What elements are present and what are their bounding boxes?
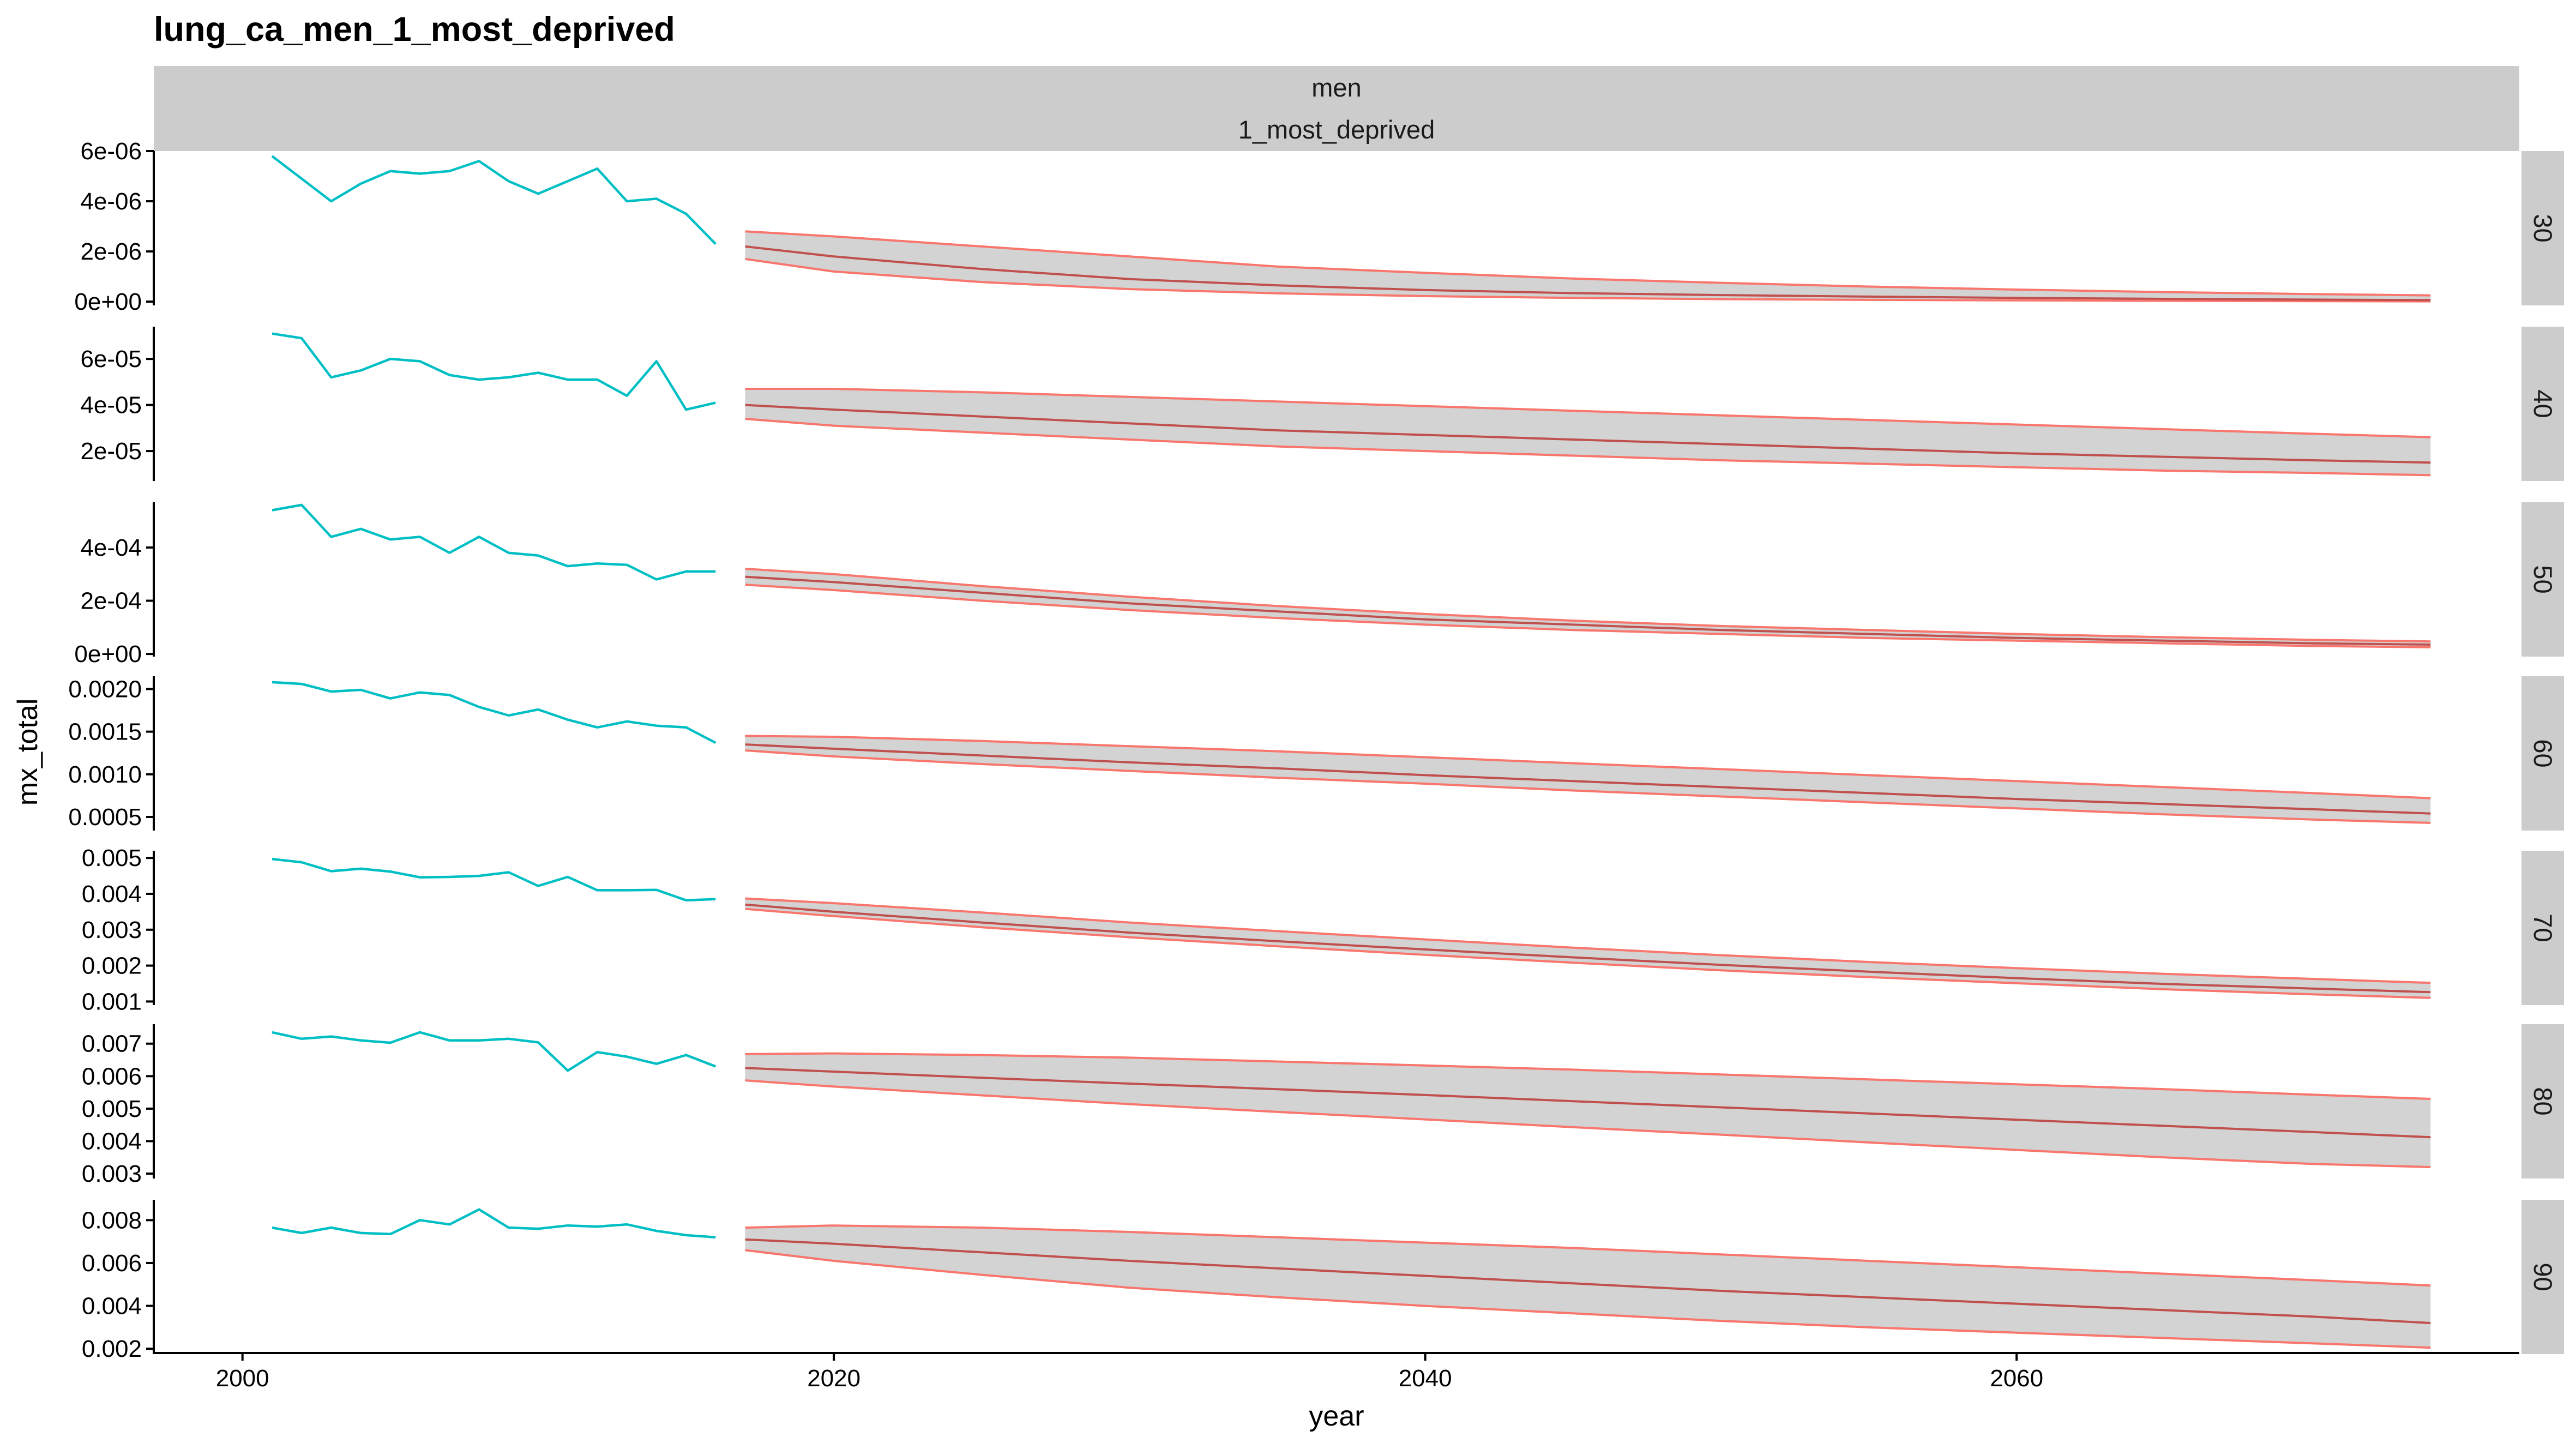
x-tick-label: 2040 bbox=[1399, 1365, 1452, 1392]
forecast-upper-line-age-70 bbox=[745, 899, 2431, 983]
observed-line-age-30 bbox=[272, 156, 715, 244]
forecast-band-age-50 bbox=[745, 569, 2431, 647]
observed-line-age-70 bbox=[272, 859, 715, 900]
y-tick-label: 0.005 bbox=[82, 1096, 142, 1122]
x-tick-label: 2020 bbox=[807, 1365, 860, 1392]
y-tick-label: 0e+00 bbox=[74, 288, 142, 315]
top-strip: men 1_most_deprived bbox=[154, 66, 2519, 151]
observed-line-age-90 bbox=[272, 1210, 715, 1237]
forecast-band-age-30 bbox=[745, 231, 2431, 301]
y-tick-label: 0.001 bbox=[82, 988, 142, 1015]
y-tick-label: 0.004 bbox=[82, 881, 142, 907]
strip-group-label: 1_most_deprived bbox=[1238, 115, 1435, 144]
y-tick-label: 4e-05 bbox=[80, 392, 142, 419]
y-tick-label: 2e-04 bbox=[80, 588, 142, 615]
y-axis-title: mx_total bbox=[12, 699, 44, 806]
y-tick-label: 0.006 bbox=[82, 1063, 142, 1090]
x-tick-label: 2060 bbox=[1990, 1365, 2043, 1392]
panel-age-40: 2e-05 4e-05 6e-05 40 bbox=[80, 327, 2564, 481]
forecast-band-age-60 bbox=[745, 736, 2431, 823]
panel-age-50: 0e+00 2e-04 4e-04 50 bbox=[74, 502, 2564, 668]
y-tick-label: 4e-06 bbox=[80, 188, 142, 215]
y-tick-label: 0.004 bbox=[82, 1293, 142, 1320]
y-tick-label: 4e-04 bbox=[80, 534, 142, 561]
y-tick-label: 0.003 bbox=[82, 917, 142, 943]
y-tick-label: 6e-06 bbox=[80, 138, 142, 165]
y-tick-label: 0.006 bbox=[82, 1250, 142, 1277]
y-tick-label: 0.008 bbox=[82, 1207, 142, 1234]
strip-age-label: 40 bbox=[2529, 389, 2557, 418]
panel-age-90: 0.002 0.004 0.006 0.008 90 bbox=[82, 1200, 2564, 1362]
y-tick-label: 0.0015 bbox=[68, 719, 142, 745]
observed-line-age-40 bbox=[272, 334, 715, 410]
y-tick-label: 0.002 bbox=[82, 953, 142, 979]
y-tick-label: 6e-05 bbox=[80, 346, 142, 372]
strip-sex-label: men bbox=[1311, 73, 1361, 102]
panel-age-60: 0.0005 0.0010 0.0015 0.0020 60 bbox=[68, 676, 2564, 831]
y-tick-label: 2e-05 bbox=[80, 438, 142, 465]
chart-title: lung_ca_men_1_most_deprived bbox=[154, 10, 675, 49]
y-tick-label: 0.0020 bbox=[68, 676, 142, 702]
panel-age-70: 0.001 0.002 0.003 0.004 0.005 70 bbox=[82, 845, 2564, 1015]
strip-age-label: 50 bbox=[2529, 565, 2557, 593]
forecast-band-age-40 bbox=[745, 389, 2431, 475]
x-axis-ticks: 2000 2020 2040 2060 bbox=[216, 1353, 2043, 1392]
observed-line-age-80 bbox=[272, 1032, 715, 1071]
observed-line-age-60 bbox=[272, 682, 715, 743]
y-tick-label: 2e-06 bbox=[80, 238, 142, 265]
panel-age-80: 0.003 0.004 0.005 0.006 0.007 80 bbox=[82, 1024, 2564, 1187]
y-tick-label: 0e+00 bbox=[74, 641, 142, 668]
strip-age-label: 90 bbox=[2529, 1262, 2557, 1291]
y-tick-label: 0.002 bbox=[82, 1336, 142, 1362]
y-tick-label: 0.005 bbox=[82, 845, 142, 871]
forecast-band-age-90 bbox=[745, 1225, 2431, 1348]
strip-age-label: 80 bbox=[2529, 1087, 2557, 1115]
y-tick-label: 0.007 bbox=[82, 1031, 142, 1057]
x-axis-title: year bbox=[1309, 1400, 1364, 1432]
y-tick-label: 0.003 bbox=[82, 1161, 142, 1187]
y-tick-label: 0.0005 bbox=[68, 804, 142, 831]
facet-panels: 0e+00 2e-06 4e-06 6e-06 30 2e-05 4e-05 6e-05 40 0… bbox=[68, 138, 2564, 1362]
observed-line-age-50 bbox=[272, 505, 715, 580]
strip-age-label: 30 bbox=[2529, 214, 2557, 242]
strip-age-label: 60 bbox=[2529, 739, 2557, 767]
panel-age-30: 0e+00 2e-06 4e-06 6e-06 30 bbox=[74, 138, 2564, 315]
x-tick-label: 2000 bbox=[216, 1365, 269, 1392]
y-tick-label: 0.0010 bbox=[68, 761, 142, 788]
strip-age-label: 70 bbox=[2529, 913, 2557, 942]
y-tick-label: 0.004 bbox=[82, 1128, 142, 1155]
